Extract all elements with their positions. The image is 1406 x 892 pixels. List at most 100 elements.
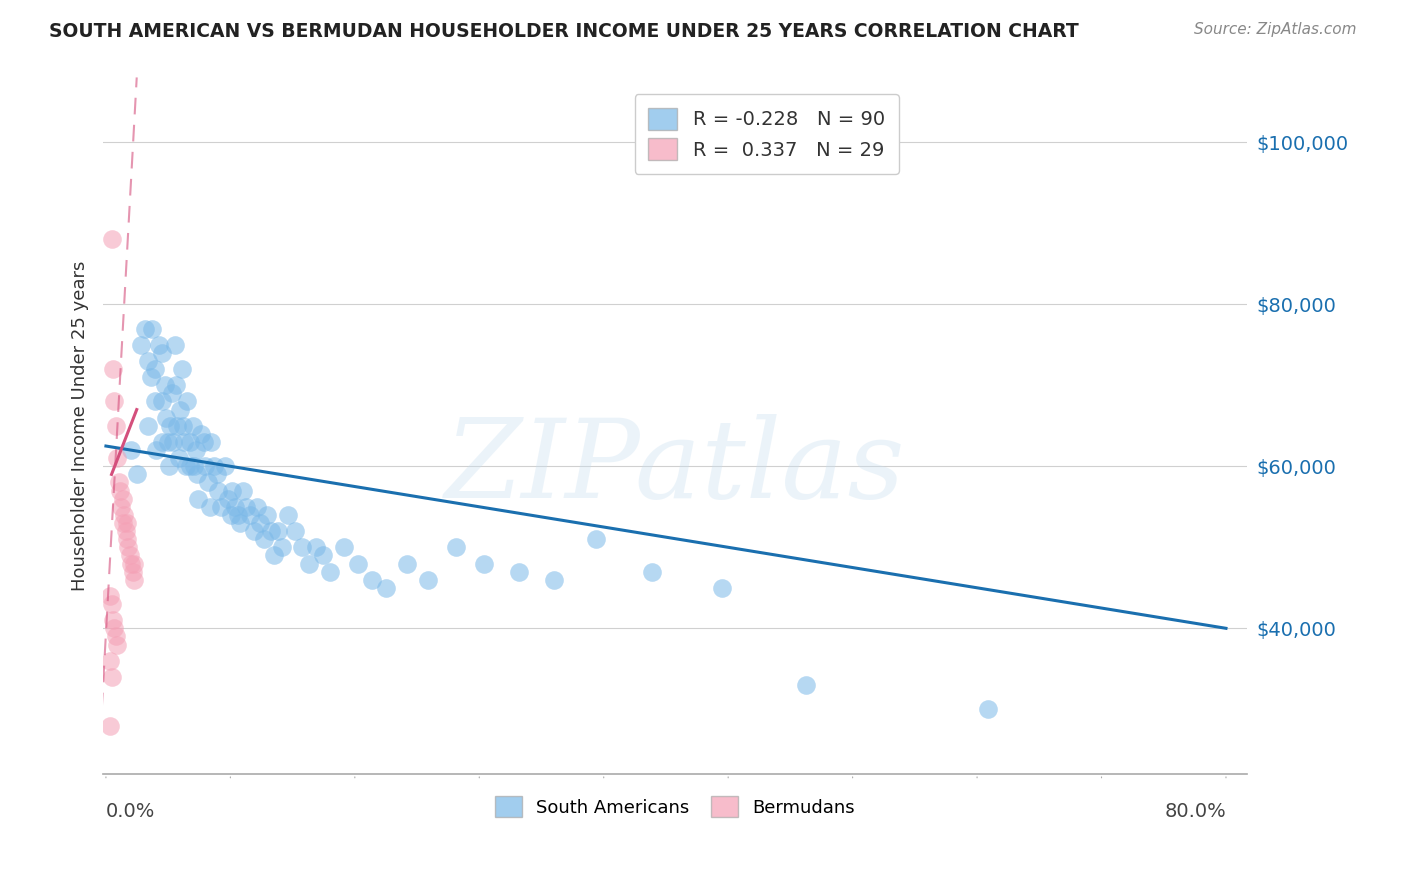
Point — [246, 500, 269, 514]
Point — [98, 589, 121, 603]
Point — [221, 483, 243, 498]
Point — [217, 491, 239, 506]
Point — [508, 565, 530, 579]
Point — [150, 394, 173, 409]
Point — [239, 508, 262, 522]
Point — [129, 338, 152, 352]
Point — [107, 475, 129, 490]
Point — [166, 418, 188, 433]
Point — [305, 541, 328, 555]
Point — [143, 394, 166, 409]
Text: ZIPatlas: ZIPatlas — [444, 414, 905, 521]
Point — [120, 443, 142, 458]
Point — [267, 524, 290, 538]
Point — [284, 524, 307, 538]
Point — [197, 475, 219, 490]
Point — [205, 467, 228, 482]
Point — [125, 467, 148, 482]
Point — [122, 557, 145, 571]
Point — [224, 500, 246, 514]
Point — [110, 500, 132, 514]
Point — [100, 597, 122, 611]
Point — [163, 338, 186, 352]
Legend: South Americans, Bermudans: South Americans, Bermudans — [488, 789, 862, 824]
Point — [395, 557, 418, 571]
Point — [98, 654, 121, 668]
Point — [122, 573, 145, 587]
Point — [179, 434, 201, 449]
Point — [100, 670, 122, 684]
Point — [416, 573, 439, 587]
Point — [173, 434, 195, 449]
Point — [101, 362, 124, 376]
Point — [298, 557, 321, 571]
Point — [118, 549, 141, 563]
Point — [176, 394, 198, 409]
Point — [120, 557, 142, 571]
Point — [148, 338, 170, 352]
Point — [256, 508, 278, 522]
Point — [179, 459, 201, 474]
Point — [156, 434, 179, 449]
Point — [105, 638, 128, 652]
Point — [121, 565, 143, 579]
Point — [444, 541, 467, 555]
Point — [114, 524, 136, 538]
Point — [101, 613, 124, 627]
Point — [136, 354, 159, 368]
Point — [98, 718, 121, 732]
Point — [271, 541, 294, 555]
Point — [249, 516, 271, 530]
Point — [162, 434, 184, 449]
Point — [167, 451, 190, 466]
Point — [585, 532, 607, 546]
Point — [202, 459, 225, 474]
Point — [253, 532, 276, 546]
Point — [104, 629, 127, 643]
Point — [111, 491, 134, 506]
Point — [190, 426, 212, 441]
Point — [710, 581, 733, 595]
Point — [184, 443, 207, 458]
Point — [183, 459, 205, 474]
Point — [260, 524, 283, 538]
Point — [333, 541, 356, 555]
Point — [160, 386, 183, 401]
Point — [194, 459, 217, 474]
Point — [159, 418, 181, 433]
Text: 80.0%: 80.0% — [1164, 803, 1226, 822]
Point — [150, 434, 173, 449]
Point — [115, 516, 138, 530]
Point — [155, 410, 177, 425]
Point — [103, 621, 125, 635]
Point — [263, 549, 285, 563]
Point — [794, 678, 817, 692]
Point — [143, 362, 166, 376]
Point — [117, 541, 139, 555]
Point — [103, 394, 125, 409]
Point — [139, 370, 162, 384]
Point — [105, 451, 128, 466]
Point — [193, 434, 215, 449]
Text: 0.0%: 0.0% — [105, 803, 155, 822]
Point — [472, 557, 495, 571]
Point — [347, 557, 370, 571]
Point — [108, 483, 131, 498]
Point — [186, 467, 208, 482]
Point — [169, 402, 191, 417]
Point — [100, 232, 122, 246]
Point — [165, 378, 187, 392]
Point — [153, 378, 176, 392]
Point — [214, 459, 236, 474]
Point — [226, 508, 249, 522]
Point — [277, 508, 299, 522]
Point — [219, 508, 242, 522]
Point — [187, 491, 209, 506]
Y-axis label: Householder Income Under 25 years: Householder Income Under 25 years — [72, 260, 89, 591]
Point — [977, 702, 1000, 716]
Point — [207, 483, 229, 498]
Point — [141, 321, 163, 335]
Text: SOUTH AMERICAN VS BERMUDAN HOUSEHOLDER INCOME UNDER 25 YEARS CORRELATION CHART: SOUTH AMERICAN VS BERMUDAN HOUSEHOLDER I… — [49, 22, 1078, 41]
Point — [312, 549, 335, 563]
Point — [200, 434, 222, 449]
